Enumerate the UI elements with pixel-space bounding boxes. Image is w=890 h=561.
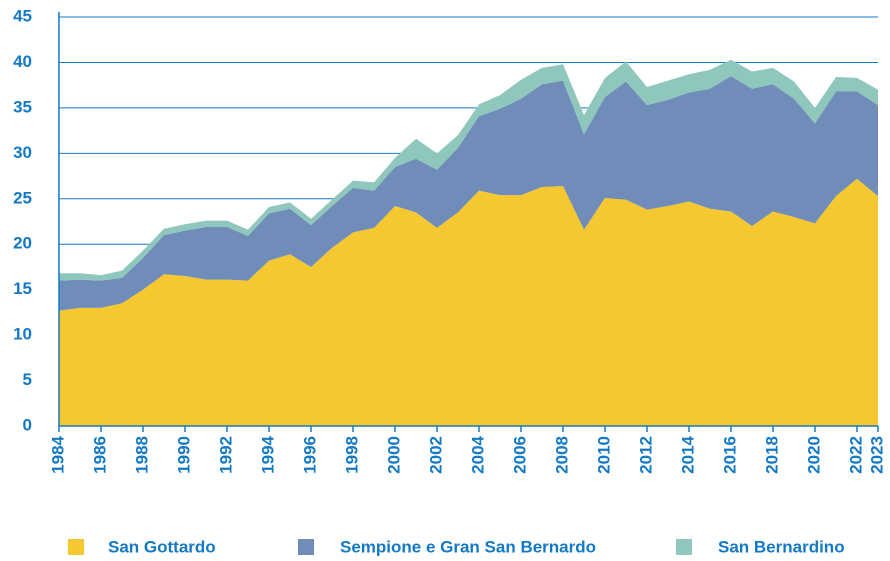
x-tick-label: 2010 — [594, 436, 613, 474]
x-tick-label: 2020 — [804, 436, 823, 474]
area — [59, 76, 878, 311]
x-tick-label: 1992 — [216, 436, 235, 474]
y-tick-label: 25 — [13, 188, 32, 207]
x-tick-label: 1986 — [90, 436, 109, 474]
x-tick-label: 2004 — [468, 435, 487, 473]
x-tick-label: 2016 — [720, 436, 739, 474]
x-tick-label: 1990 — [174, 436, 193, 474]
x-tick-label: 2018 — [762, 436, 781, 474]
x-tick-label: 2014 — [678, 435, 697, 473]
x-tick-label: 1994 — [258, 435, 277, 473]
legend-label: San Gottardo — [108, 537, 216, 556]
y-tick-label: 20 — [13, 234, 32, 253]
legend-swatch — [68, 539, 84, 555]
x-tick-label: 2008 — [552, 436, 571, 474]
x-tick-label: 2002 — [426, 436, 445, 474]
y-tick-label: 35 — [13, 97, 32, 116]
x-tick-label: 2006 — [510, 436, 529, 474]
legend-swatch — [298, 539, 314, 555]
legend-label: Sempione e Gran San Bernardo — [340, 537, 596, 556]
x-tick-label: 2023 — [867, 436, 886, 474]
x-tick-label: 1984 — [48, 435, 67, 473]
x-tick-label: 1996 — [300, 436, 319, 474]
y-tick-label: 45 — [13, 6, 32, 25]
area — [59, 59, 878, 281]
y-tick-label: 30 — [13, 143, 32, 162]
y-tick-label: 5 — [23, 370, 32, 389]
y-tick-label: 0 — [23, 415, 32, 434]
x-tick-label: 2022 — [846, 436, 865, 474]
x-tick-label: 2000 — [384, 436, 403, 474]
legend-swatch — [676, 539, 692, 555]
area — [59, 178, 878, 426]
legend-label: San Bernardino — [718, 537, 845, 556]
y-tick-label: 40 — [13, 52, 32, 71]
y-tick-label: 15 — [13, 279, 32, 298]
y-tick-label: 10 — [13, 325, 32, 344]
x-tick-label: 1998 — [342, 436, 361, 474]
x-tick-label: 2012 — [636, 436, 655, 474]
x-tick-label: 1988 — [132, 436, 151, 474]
